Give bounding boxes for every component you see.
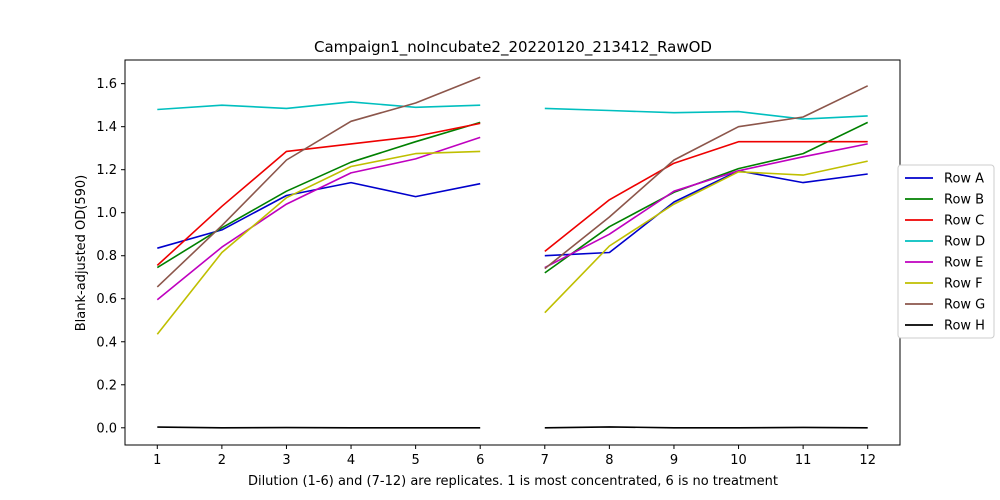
legend-label: Row H <box>944 319 985 334</box>
series-line-row-g-segment-1 <box>156 76 481 288</box>
chart-title: Campaign1_noIncubate2_20220120_213412_Ra… <box>314 38 712 57</box>
y-tick-label: 0.0 <box>96 421 117 436</box>
x-tick-label: 8 <box>605 453 613 468</box>
y-axis-title: Blank-adjusted OD(590) <box>74 175 89 331</box>
y-axis: 0.0 0.2 0.4 0.6 0.8 1.0 1.2 1.4 1.6 <box>96 77 125 436</box>
x-tick-label: 7 <box>541 453 549 468</box>
y-tick-label: 0.4 <box>96 335 117 350</box>
x-tick-label: 5 <box>411 453 419 468</box>
y-tick-label: 1.6 <box>96 77 117 92</box>
y-tick-label: 1.0 <box>96 206 117 221</box>
series-line-row-g-segment-2 <box>544 85 869 270</box>
series-lines <box>156 76 869 429</box>
x-tick-label: 6 <box>476 453 484 468</box>
x-tick-label: 11 <box>795 453 812 468</box>
series-line-row-h-segment-1 <box>157 426 481 429</box>
series-line-row-e-segment-2 <box>544 143 868 269</box>
series-line-row-d-segment-1 <box>157 101 481 111</box>
series-line-row-e-segment-1 <box>156 136 481 301</box>
x-tick-label: 4 <box>347 453 355 468</box>
legend-label: Row E <box>944 256 983 271</box>
y-tick-label: 1.2 <box>96 163 117 178</box>
legend-label: Row C <box>944 214 984 229</box>
series-line-row-d-segment-2 <box>544 107 868 120</box>
y-tick-label: 0.2 <box>96 378 117 393</box>
legend-label: Row D <box>944 235 985 250</box>
legend-frame <box>897 164 995 339</box>
series-line-row-c-segment-2 <box>544 140 868 253</box>
x-tick-label: 2 <box>218 453 226 468</box>
legend: Row A Row B Row C Row D Row E Row F Row G Row H <box>897 164 995 339</box>
y-tick-label: 0.6 <box>96 292 117 307</box>
series-line-row-a-segment-2 <box>544 170 868 257</box>
x-axis-title: Dilution (1-6) and (7-12) are replicates… <box>248 474 778 489</box>
series-line-row-c-segment-1 <box>156 122 481 266</box>
legend-label: Row B <box>944 193 984 208</box>
legend-label: Row F <box>944 277 983 292</box>
x-tick-label: 3 <box>282 453 290 468</box>
series-line-row-f-segment-1 <box>156 150 481 335</box>
x-axis: 1 2 3 4 5 6 7 8 9 10 11 12 <box>153 445 876 468</box>
y-tick-label: 1.4 <box>96 120 117 135</box>
x-tick-label: 1 <box>153 453 161 468</box>
x-tick-label: 12 <box>859 453 876 468</box>
legend-label: Row G <box>944 298 985 313</box>
plot-area <box>124 59 901 446</box>
y-tick-label: 0.8 <box>96 249 117 264</box>
series-line-row-f-segment-2 <box>544 160 868 314</box>
x-tick-label: 10 <box>730 453 747 468</box>
series-line-row-b-segment-1 <box>156 121 481 269</box>
x-tick-label: 9 <box>670 453 678 468</box>
legend-label: Row A <box>944 172 984 187</box>
series-line-row-h-segment-2 <box>544 426 868 429</box>
